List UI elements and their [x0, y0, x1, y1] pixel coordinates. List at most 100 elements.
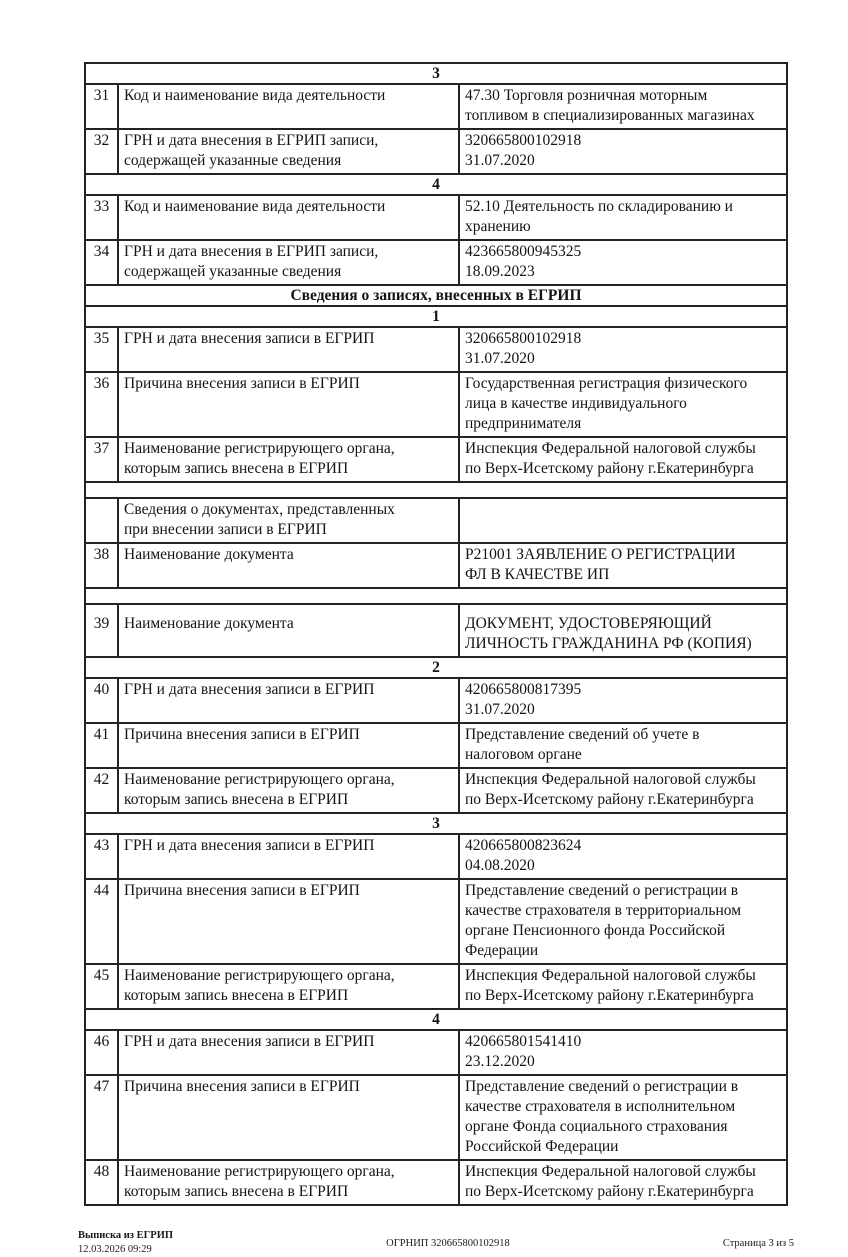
row-label: Причина внесения записи в ЕГРИП	[117, 722, 460, 769]
section-number: 3	[84, 62, 788, 85]
document-page: 3 31 Код и наименование вида деятельност…	[78, 62, 794, 1255]
footer-datetime: 12.03.2026 09:29	[78, 1244, 152, 1256]
row-value: 47.30 Торговля розничная моторным топлив…	[458, 83, 788, 130]
egrip-extract-table: 3 31 Код и наименование вида деятельност…	[84, 62, 788, 1206]
table-row: Сведения о документах, представленных пр…	[84, 497, 788, 544]
section-number: 4	[84, 173, 788, 196]
table-row: 37 Наименование регистрирующего органа, …	[84, 436, 788, 483]
row-value: Государственная регистрация физического …	[458, 371, 788, 438]
row-number: 42	[84, 767, 119, 814]
row-number: 41	[84, 722, 119, 769]
row-value: 420665800817395 31.07.2020	[458, 677, 788, 724]
row-value	[458, 497, 788, 544]
table-row: 32 ГРН и дата внесения в ЕГРИП записи, с…	[84, 128, 788, 175]
row-label: ГРН и дата внесения в ЕГРИП записи, соде…	[117, 239, 460, 286]
row-label: Наименование регистрирующего органа, кот…	[117, 436, 460, 483]
row-value: Представление сведений об учете в налого…	[458, 722, 788, 769]
table-row: 40 ГРН и дата внесения записи в ЕГРИП 42…	[84, 677, 788, 724]
section-number-row: 4	[84, 1008, 788, 1031]
row-label: Код и наименование вида деятельности	[117, 194, 460, 241]
row-number: 39	[84, 603, 119, 658]
table-row: 38 Наименование документа Р21001 ЗАЯВЛЕН…	[84, 542, 788, 589]
table-row: 47 Причина внесения записи в ЕГРИП Предс…	[84, 1074, 788, 1161]
footer-page-number: Страница 3 из 5	[722, 1238, 794, 1249]
section-title-row: Сведения о записях, внесенных в ЕГРИП	[84, 284, 788, 307]
table-row: 46 ГРН и дата внесения записи в ЕГРИП 42…	[84, 1029, 788, 1076]
table-row: 33 Код и наименование вида деятельности …	[84, 194, 788, 241]
table-row: 44 Причина внесения записи в ЕГРИП Предс…	[84, 878, 788, 965]
spacer-row	[84, 481, 788, 499]
spacer-row	[84, 587, 788, 605]
row-value: 420665800823624 04.08.2020	[458, 833, 788, 880]
section-number: 3	[84, 812, 788, 835]
table-row: 39 Наименование документа ДОКУМЕНТ, УДОС…	[84, 603, 788, 658]
row-label: ГРН и дата внесения записи в ЕГРИП	[117, 677, 460, 724]
row-value: 320665800102918 31.07.2020	[458, 128, 788, 175]
row-number: 32	[84, 128, 119, 175]
section-number-row: 2	[84, 656, 788, 679]
table-row: 43 ГРН и дата внесения записи в ЕГРИП 42…	[84, 833, 788, 880]
row-label: ГРН и дата внесения в ЕГРИП записи, соде…	[117, 128, 460, 175]
row-value: 420665801541410 23.12.2020	[458, 1029, 788, 1076]
row-number: 48	[84, 1159, 119, 1206]
row-label: Наименование регистрирующего органа, кот…	[117, 963, 460, 1010]
footer-ogrnip: ОГРНИП 320665800102918	[386, 1238, 510, 1249]
table-row: 35 ГРН и дата внесения записи в ЕГРИП 32…	[84, 326, 788, 373]
page-footer: Выписка из ЕГРИП 12.03.2026 09:29 ОГРНИП…	[78, 1229, 794, 1257]
section-number: 4	[84, 1008, 788, 1031]
row-number: 43	[84, 833, 119, 880]
row-label: ГРН и дата внесения записи в ЕГРИП	[117, 833, 460, 880]
row-label: Наименование документа	[117, 603, 460, 658]
row-label: Наименование регистрирующего органа, кот…	[117, 1159, 460, 1206]
spacer-cell	[84, 481, 788, 499]
table-row: 34 ГРН и дата внесения в ЕГРИП записи, с…	[84, 239, 788, 286]
row-value: Представление сведений о регистрации в к…	[458, 878, 788, 965]
section-number: 1	[84, 305, 788, 328]
row-number: 44	[84, 878, 119, 965]
row-number: 36	[84, 371, 119, 438]
row-number: 45	[84, 963, 119, 1010]
row-label: ГРН и дата внесения записи в ЕГРИП	[117, 326, 460, 373]
row-value: Инспекция Федеральной налоговой службы п…	[458, 1159, 788, 1206]
row-number: 38	[84, 542, 119, 589]
row-number: 34	[84, 239, 119, 286]
row-value: Инспекция Федеральной налоговой службы п…	[458, 767, 788, 814]
row-label: Причина внесения записи в ЕГРИП	[117, 878, 460, 965]
section-number-row: 3	[84, 812, 788, 835]
row-number: 46	[84, 1029, 119, 1076]
table-row: 48 Наименование регистрирующего органа, …	[84, 1159, 788, 1206]
spacer-cell	[84, 587, 788, 605]
section-number: 2	[84, 656, 788, 679]
row-label: Код и наименование вида деятельности	[117, 83, 460, 130]
table-row: 42 Наименование регистрирующего органа, …	[84, 767, 788, 814]
row-value: ДОКУМЕНТ, УДОСТОВЕРЯЮЩИЙ ЛИЧНОСТЬ ГРАЖДА…	[458, 603, 788, 658]
row-number: 31	[84, 83, 119, 130]
row-label: Сведения о документах, представленных пр…	[117, 497, 460, 544]
row-value: Представление сведений о регистрации в к…	[458, 1074, 788, 1161]
row-value: Р21001 ЗАЯВЛЕНИЕ О РЕГИСТРАЦИИ ФЛ В КАЧЕ…	[458, 542, 788, 589]
table-row: 45 Наименование регистрирующего органа, …	[84, 963, 788, 1010]
footer-left: Выписка из ЕГРИП 12.03.2026 09:29	[78, 1229, 173, 1257]
row-value: Инспекция Федеральной налоговой службы п…	[458, 963, 788, 1010]
row-number: 35	[84, 326, 119, 373]
table-row: 31 Код и наименование вида деятельности …	[84, 83, 788, 130]
row-label: ГРН и дата внесения записи в ЕГРИП	[117, 1029, 460, 1076]
row-number: 33	[84, 194, 119, 241]
footer-doc-title: Выписка из ЕГРИП	[78, 1230, 174, 1241]
row-value: 320665800102918 31.07.2020	[458, 326, 788, 373]
section-number-row: 1	[84, 305, 788, 328]
row-number: 47	[84, 1074, 119, 1161]
row-label: Причина внесения записи в ЕГРИП	[117, 1074, 460, 1161]
row-number: 37	[84, 436, 119, 483]
row-label: Наименование документа	[117, 542, 460, 589]
section-number-row: 4	[84, 173, 788, 196]
row-value: 423665800945325 18.09.2023	[458, 239, 788, 286]
table-row: 36 Причина внесения записи в ЕГРИП Госуд…	[84, 371, 788, 438]
row-value: 52.10 Деятельность по складированию и хр…	[458, 194, 788, 241]
row-label: Причина внесения записи в ЕГРИП	[117, 371, 460, 438]
row-label: Наименование регистрирующего органа, кот…	[117, 767, 460, 814]
row-number	[84, 497, 119, 544]
table-row: 41 Причина внесения записи в ЕГРИП Предс…	[84, 722, 788, 769]
section-title: Сведения о записях, внесенных в ЕГРИП	[84, 284, 788, 307]
row-value: Инспекция Федеральной налоговой службы п…	[458, 436, 788, 483]
